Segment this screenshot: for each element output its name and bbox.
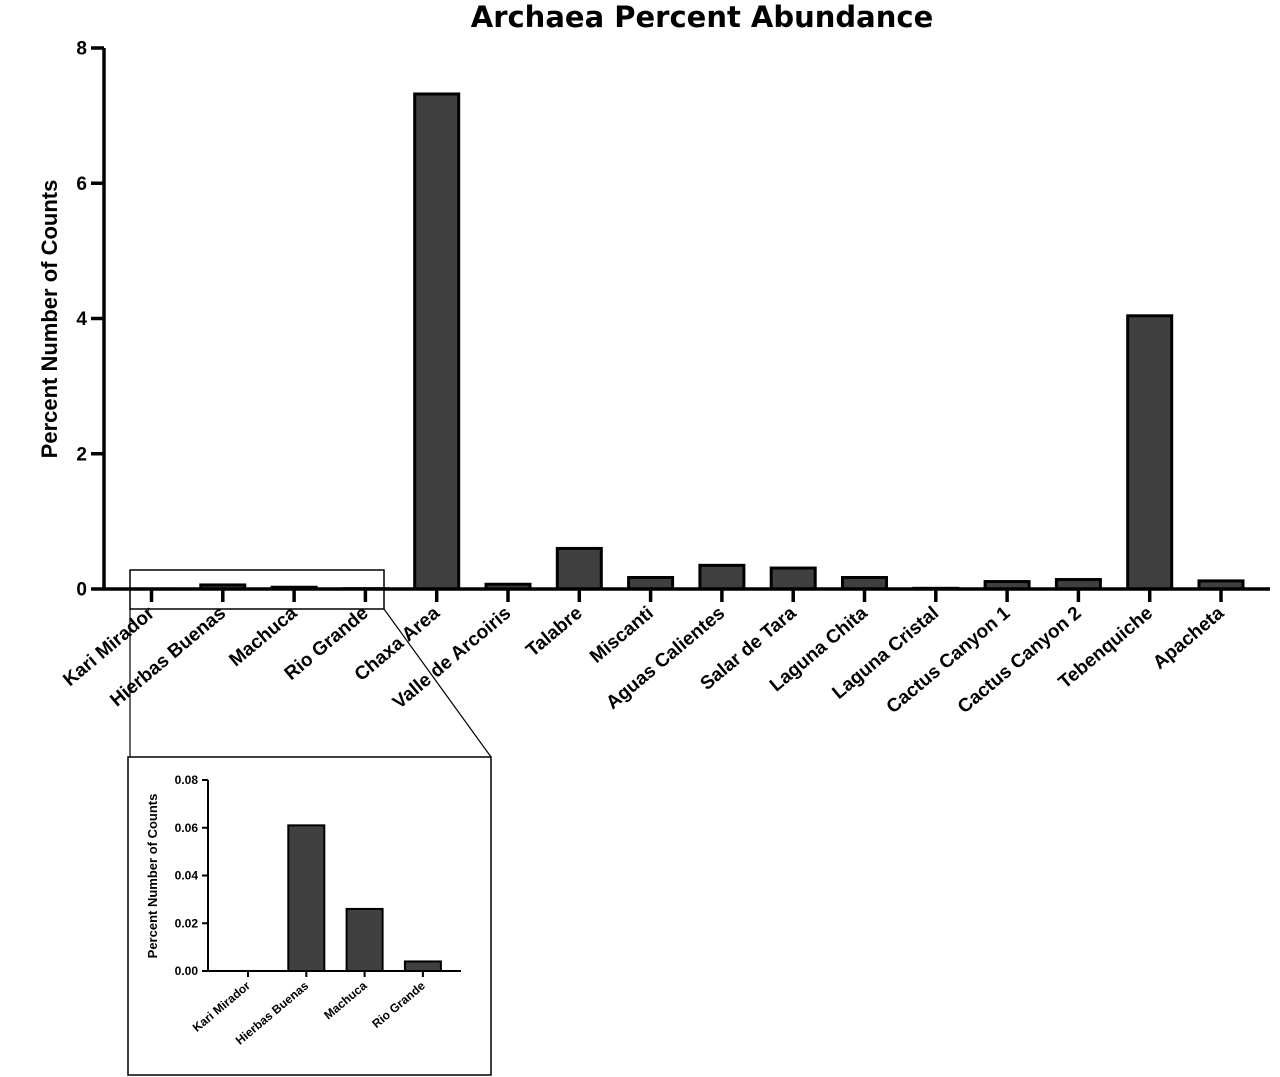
main-bars xyxy=(128,92,1245,591)
y-tick-label: 6 xyxy=(76,174,87,195)
category-label-talabre: Talabre xyxy=(522,603,586,662)
main-y-ticks: 0 2 4 6 8 xyxy=(76,39,104,601)
y-tick-label: 0.00 xyxy=(175,964,199,978)
main-axes xyxy=(102,48,1270,602)
zoom-connector-right xyxy=(383,608,492,758)
bar-hierbas-buenas xyxy=(287,824,326,972)
y-tick-label: 2 xyxy=(76,444,87,465)
zoom-highlight-box xyxy=(129,569,385,610)
y-axis-label: Percent Number of Counts xyxy=(37,180,62,459)
inset-y-ticks: 0.00 0.02 0.04 0.06 0.08 xyxy=(175,773,208,978)
bar-tebenquiche xyxy=(1126,314,1174,591)
chart-title: Archaea Percent Abundance xyxy=(471,0,934,34)
category-label-apacheta: Apacheta xyxy=(1149,602,1228,673)
bar-chaxa-area xyxy=(413,92,461,591)
y-tick-label: 0 xyxy=(76,580,87,601)
y-tick-label: 4 xyxy=(76,309,87,330)
bar-talabre xyxy=(555,546,603,591)
y-tick-label: 0.02 xyxy=(175,916,199,930)
y-tick-label: 0.04 xyxy=(175,869,199,883)
category-label-cactus-canyon-1: Cactus Canyon 1 xyxy=(883,602,1015,717)
bar-salar-de-tara xyxy=(769,566,817,591)
bar-aguas-calientes xyxy=(698,563,746,591)
inset-bars xyxy=(229,824,442,973)
y-tick-label: 0.06 xyxy=(175,821,199,835)
category-label-aguas-calientes: Aguas Calientes xyxy=(602,603,729,714)
bar-rio-grande xyxy=(403,960,442,973)
y-tick-label: 8 xyxy=(76,39,87,60)
category-label-miscanti: Miscanti xyxy=(586,603,658,668)
category-label-cactus-canyon-2: Cactus Canyon 2 xyxy=(954,603,1086,718)
inset-y-axis-label: Percent Number of Counts xyxy=(145,794,160,959)
category-label-valle-de-arcoiris: Valle de Arcoiris xyxy=(389,603,515,714)
y-tick-label: 0.08 xyxy=(175,773,199,787)
bar-machuca xyxy=(345,907,384,972)
